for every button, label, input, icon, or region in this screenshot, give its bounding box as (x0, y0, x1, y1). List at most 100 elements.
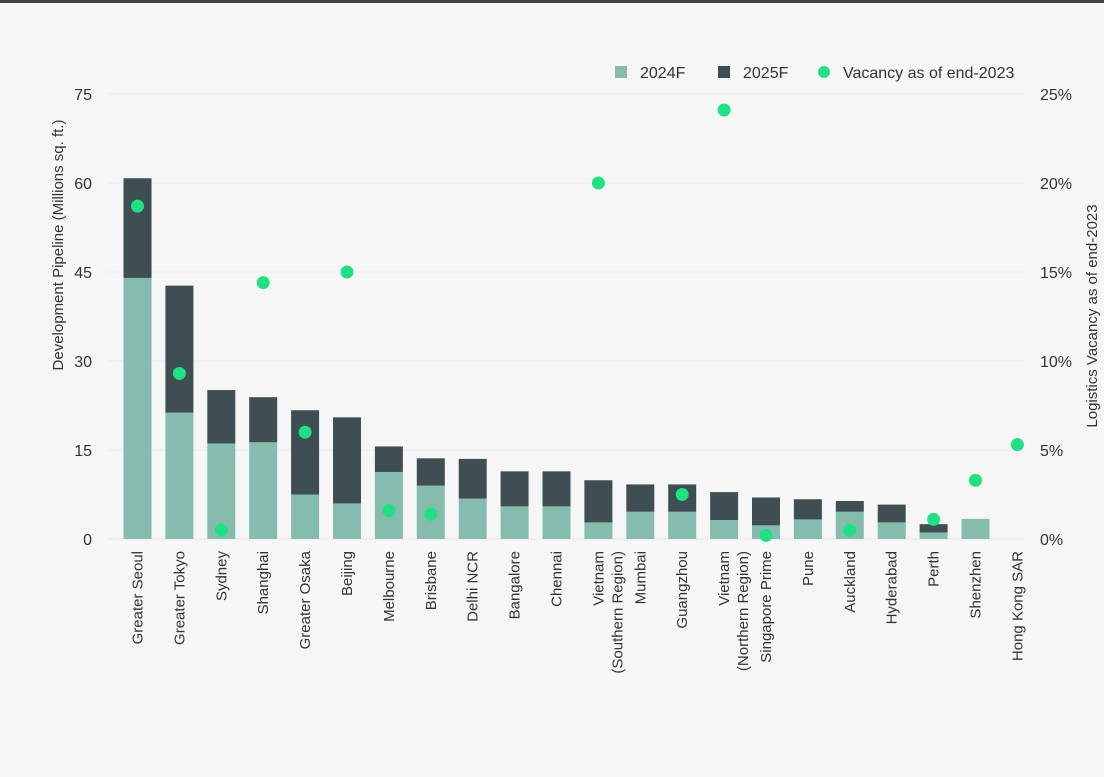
vacancy-dot (759, 528, 773, 542)
y-tick-label: 15 (74, 443, 92, 460)
vacancy-dot (172, 366, 186, 380)
legend-swatch-2024f (615, 66, 627, 78)
top-border (0, 0, 1104, 3)
bar-2024f (249, 442, 278, 539)
y-tick-label: 45 (74, 265, 92, 282)
vacancy-dot (131, 199, 144, 213)
y2-tick-label: 15% (1040, 265, 1072, 282)
y2-tick-label: 20% (1040, 176, 1072, 193)
category-label: Hong Kong SAR (1009, 551, 1026, 661)
category-label: Greater Osaka (297, 550, 314, 649)
category-label: Brisbane (423, 551, 440, 610)
legend-label-2025f: 2025F (743, 65, 789, 82)
vacancy-dot (1010, 438, 1024, 452)
right-y-axis-title: Logistics Vacancy as of end-2023 (1084, 204, 1101, 427)
category-label: Beijing (339, 551, 356, 596)
category-label: Shanghai (255, 551, 272, 614)
category-label: Guangzhou (674, 551, 691, 629)
category-label: Delhi NCR (465, 551, 482, 622)
category-label: Vietnam (590, 551, 607, 606)
vacancy-dot (214, 523, 228, 537)
grid-lines (108, 93, 1025, 540)
legend-marker-vacancy (818, 66, 830, 78)
bar-2025f (752, 497, 780, 526)
bar-2025f (374, 446, 403, 472)
bar-2025f (877, 504, 906, 523)
legend: 2024F 2025F Vacancy as of end-2023 (615, 65, 1014, 82)
bar-2024f (626, 511, 655, 539)
category-label: Singapore Prime (758, 551, 775, 663)
bar-2024f (165, 412, 194, 539)
bar-2025f (835, 501, 864, 512)
bar-2024f (710, 520, 739, 539)
bar-2025f (500, 471, 529, 507)
category-label: Auckland (842, 551, 859, 613)
bar-2025f (626, 484, 655, 512)
bar-2024f (123, 277, 152, 539)
legend-swatch-2025f (718, 66, 730, 78)
category-label: Chennai (549, 551, 566, 607)
bar-2025f (542, 471, 571, 507)
vacancy-dot (340, 265, 354, 279)
category-label: Perth (926, 551, 943, 587)
y-tick-label: 75 (74, 87, 92, 104)
vacancy-dot (424, 507, 438, 521)
bar-2024f (584, 522, 613, 539)
vacancy-dot (382, 504, 396, 518)
vacancy-dot (256, 276, 270, 290)
y2-tick-label: 25% (1040, 87, 1072, 104)
bar-2025f (165, 285, 194, 413)
bar-2025f (458, 458, 487, 499)
category-label: Shenzhen (968, 551, 985, 619)
y-tick-label: 30 (74, 354, 92, 371)
category-label: (Southern Region) (609, 551, 626, 674)
y-tick-label: 60 (74, 176, 92, 193)
vacancy-dot (927, 512, 941, 526)
category-label: Greater Tokyo (171, 551, 188, 645)
bar-2025f (291, 410, 320, 495)
vacancy-dot (675, 488, 689, 501)
bar-2024f (877, 522, 906, 539)
category-label: Hyderabad (884, 551, 901, 624)
vacancy-dot (843, 523, 857, 537)
bar-2024f (458, 498, 487, 539)
y2-tick-label: 5% (1040, 443, 1063, 460)
vacancy-dot (591, 176, 605, 190)
bar-2025f (333, 417, 361, 504)
bar-2024f (500, 506, 529, 539)
bar-2024f (333, 503, 361, 539)
vacancy-dots-group (131, 103, 1024, 542)
category-label: Pune (800, 551, 817, 586)
bar-2025f (416, 458, 445, 486)
bar-2025f (207, 390, 236, 444)
left-y-axis-ticks: 0 15 30 45 60 75 (74, 87, 92, 549)
category-label: Sydney (213, 551, 230, 602)
bar-2024f (793, 519, 822, 539)
y2-tick-label: 0% (1040, 532, 1063, 549)
category-label: (Northern Region) (735, 551, 752, 671)
bar-2024f (291, 494, 320, 539)
y-tick-label: 0 (83, 532, 92, 549)
bar-2025f (919, 524, 948, 533)
right-y-axis-ticks: 0% 5% 10% 15% 20% 25% (1040, 87, 1072, 549)
bar-2024f (542, 506, 571, 539)
category-labels: Greater Seoul Greater Tokyo Sydney Shanghai… (130, 550, 1027, 673)
category-label: Bangalore (507, 551, 524, 619)
category-label: Greater Seoul (130, 551, 147, 644)
bar-2024f (961, 518, 990, 539)
bar-2025f (249, 397, 278, 443)
bar-2025f (710, 492, 739, 521)
category-label: Mumbai (632, 551, 649, 604)
bar-2024f (207, 443, 236, 539)
y2-tick-label: 10% (1040, 354, 1072, 371)
vacancy-dot (717, 103, 731, 117)
left-y-axis-title: Development Pipeline (Millions sq. ft.) (50, 120, 67, 371)
vacancy-dot (969, 473, 982, 487)
category-label: Melbourne (381, 551, 398, 622)
bar-2025f (793, 499, 822, 520)
bar-2024f (919, 532, 948, 539)
legend-label-vacancy: Vacancy as of end-2023 (843, 65, 1014, 82)
category-label: Vietnam (716, 551, 733, 606)
